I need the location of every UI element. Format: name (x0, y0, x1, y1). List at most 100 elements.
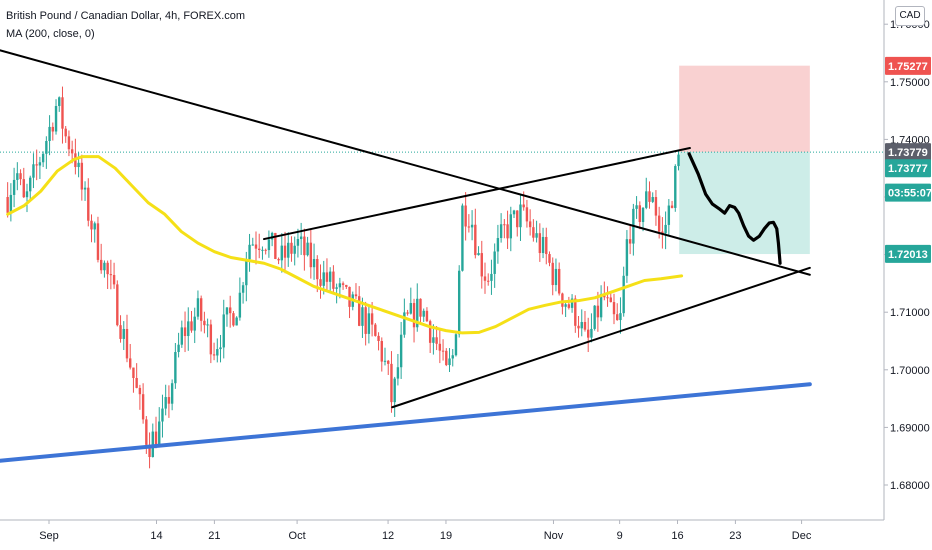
candle (358, 286, 361, 327)
candle (561, 292, 564, 315)
candle-body (177, 344, 180, 353)
candle-body (425, 310, 429, 322)
candle-body (409, 303, 413, 314)
candle-body (196, 298, 200, 317)
candle (25, 183, 29, 213)
candle-body (390, 363, 393, 403)
candle (454, 333, 458, 357)
candle-body (370, 313, 374, 325)
candle-body (19, 173, 22, 180)
candle (651, 192, 654, 204)
candle (270, 231, 274, 247)
candle-body (393, 378, 396, 403)
candle (670, 200, 674, 209)
candle-body (490, 273, 493, 281)
candle (180, 320, 184, 348)
candle-body (399, 334, 403, 368)
candle (129, 343, 132, 370)
candle (99, 243, 103, 274)
candle-body (203, 320, 206, 326)
candle-body (354, 294, 358, 297)
price-label-text: 1.75277 (888, 61, 928, 73)
candle-body (606, 297, 609, 299)
x-tick-label: 19 (440, 530, 452, 542)
candle (141, 383, 145, 424)
candle (332, 265, 335, 292)
candle (461, 203, 464, 272)
candle-body (99, 259, 103, 271)
trendlines (0, 49, 812, 463)
candle (174, 342, 177, 389)
candle-body (432, 337, 435, 343)
candle (167, 385, 171, 418)
price-label-text: 1.73777 (888, 163, 928, 175)
candle-body (457, 270, 461, 335)
candle-body (416, 298, 419, 328)
candle-body (657, 215, 661, 232)
candle-body (29, 177, 32, 192)
candle-body (654, 197, 658, 216)
candle (41, 151, 45, 168)
currency-badge[interactable]: CAD (895, 6, 925, 26)
candle-body (138, 387, 142, 395)
candle-body (361, 307, 364, 326)
candle (177, 332, 180, 358)
candle-body (564, 304, 567, 307)
candle-body (448, 358, 451, 366)
candle (209, 319, 213, 364)
candle (216, 338, 219, 363)
candle-body (541, 236, 545, 254)
candle-body (41, 153, 45, 163)
candle-body (38, 162, 42, 166)
candle (470, 210, 474, 241)
x-tick-label: 23 (729, 530, 741, 542)
price-label-bg (885, 244, 931, 263)
price-label-text: 1.72013 (888, 249, 928, 261)
candle (212, 342, 216, 361)
price-label-bg (885, 183, 931, 202)
candle-body (619, 313, 622, 321)
take-profit-zone (679, 152, 810, 255)
candle-body (212, 354, 216, 356)
candle (409, 287, 413, 315)
channel-lower-line (391, 266, 811, 409)
candle (570, 294, 574, 313)
candle (280, 233, 284, 273)
candle-body (316, 259, 319, 280)
candle-body (599, 294, 603, 318)
candle (483, 262, 487, 294)
candle-body (387, 360, 390, 364)
candle (83, 181, 87, 201)
candle (587, 317, 590, 353)
x-tick-label: 12 (382, 530, 394, 542)
candle-body (645, 191, 648, 208)
candle-body (264, 249, 267, 251)
candle-body (77, 162, 80, 168)
x-tick-label: 14 (150, 530, 162, 542)
candle-body (64, 128, 67, 137)
projection-path (687, 152, 782, 265)
candle-body (612, 302, 616, 315)
candle (490, 259, 493, 295)
candle-body (238, 292, 242, 318)
candle (183, 311, 187, 353)
candle-body (303, 236, 306, 256)
candle (122, 321, 125, 351)
candle-body (209, 324, 213, 355)
candle (464, 192, 467, 241)
candle (248, 233, 251, 272)
candle (577, 316, 580, 338)
candle-body (406, 312, 409, 314)
candle (106, 260, 109, 290)
y-tick-label: 1.68000 (890, 480, 930, 492)
candle-body (532, 227, 535, 238)
candle-body (309, 242, 313, 268)
candle (238, 277, 242, 321)
candle (457, 265, 461, 338)
candle-body (106, 262, 109, 275)
candle-body (477, 253, 480, 256)
candle (422, 308, 425, 322)
candle-body (206, 324, 209, 326)
